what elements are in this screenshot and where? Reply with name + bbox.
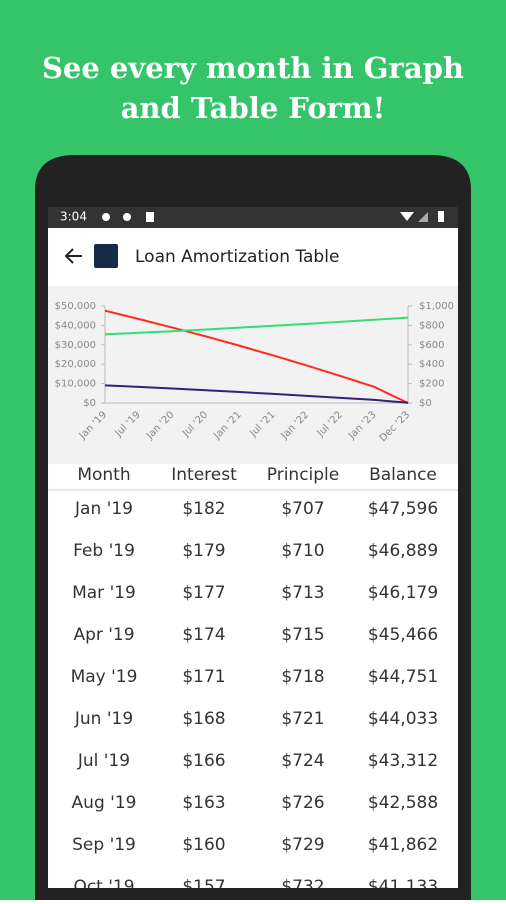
table-cell: $707 [281,499,324,519]
y2-tick-label: $200 [419,379,444,390]
table-cell: $44,033 [368,709,438,729]
y2-tick-label: $1,000 [419,301,454,312]
table-cell: $713 [281,583,324,603]
table-cell: $45,466 [368,625,438,645]
app-icon [94,244,118,268]
table-cell: $46,179 [368,583,438,603]
table-cell: May '19 [71,667,138,687]
y-tick-label: $30,000 [55,340,96,351]
series-line [104,384,409,404]
table-cell: $729 [281,835,324,855]
table-cell: $179 [182,541,225,561]
status-time: 3:04 [60,210,87,224]
table-cell: $44,751 [368,667,438,687]
table-cell: $721 [281,709,324,729]
table-cell: $47,596 [368,499,438,519]
y-tick-label: $10,000 [55,379,96,390]
series-line [104,309,409,404]
column-header: Balance [369,465,437,485]
y2-tick-label: $800 [419,320,444,331]
y2-tick-label: $600 [419,340,444,351]
column-header: Principle [267,465,339,485]
status-icon [123,213,131,221]
table-cell: Sep '19 [72,835,136,855]
table-cell: $182 [182,499,225,519]
y-tick-label: $20,000 [55,359,96,370]
table-cell: Jun '19 [74,709,133,729]
table-cell: Feb '19 [73,541,135,561]
chart-area [48,286,458,464]
y2-tick-label: $400 [419,359,444,370]
table-cell: $168 [182,709,225,729]
y2-tick-label: $0 [419,398,432,409]
series-line [104,316,409,336]
table-cell: $177 [182,583,225,603]
table-cell: Mar '19 [72,583,136,603]
back-button[interactable] [64,248,82,264]
table-cell: $718 [281,667,324,687]
column-header: Month [77,465,130,485]
table-cell: Jul '19 [77,751,130,771]
status-icon [102,213,110,221]
table-cell: $46,889 [368,541,438,561]
y-tick-label: $0 [83,398,96,409]
signal-icon [418,212,428,222]
table-cell: $42,588 [368,793,438,813]
table-cell: $174 [182,625,225,645]
table-cell: Jan '19 [74,499,133,519]
table-cell: $166 [182,751,225,771]
table-cell: $715 [281,625,324,645]
table-cell: $41,862 [368,835,438,855]
table-cell: $160 [182,835,225,855]
wifi-icon [400,212,414,221]
table-cell: $43,312 [368,751,438,771]
app-bar-title: Loan Amortization Table [135,247,339,267]
table-cell: Apr '19 [73,625,134,645]
table-cell: $710 [281,541,324,561]
table-cell: $726 [281,793,324,813]
phone-bottom [48,888,458,900]
table-cell: Aug '19 [72,793,137,813]
battery-icon [438,211,444,222]
table-cell: $163 [182,793,225,813]
status-icon [146,212,154,222]
y-tick-label: $50,000 [55,301,96,312]
headline: See every month in Graph and Table Form! [42,51,464,125]
table-cell: $171 [182,667,225,687]
y-tick-label: $40,000 [55,320,96,331]
table-cell: $724 [281,751,324,771]
column-header: Interest [171,465,237,485]
